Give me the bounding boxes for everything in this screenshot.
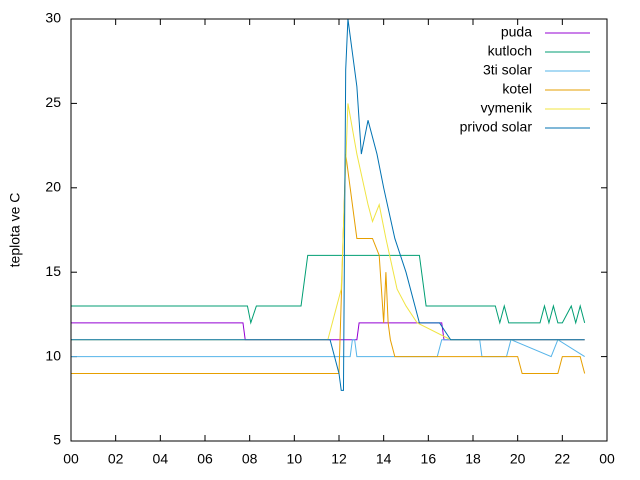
x-tick-label: 10 — [287, 451, 303, 467]
x-tick-label: 08 — [242, 451, 258, 467]
legend-label: vymenik — [481, 100, 533, 116]
y-axis-label: teplota ve C — [7, 193, 23, 268]
legend-label: puda — [501, 24, 532, 40]
x-tick-label: 12 — [331, 451, 347, 467]
series-line — [71, 153, 586, 374]
series-line — [71, 18, 585, 391]
series-line — [71, 103, 585, 341]
legend-label: kutloch — [488, 43, 532, 59]
legend-label: privod solar — [460, 119, 533, 135]
x-tick-label: 04 — [153, 451, 169, 467]
x-tick-label: 02 — [108, 451, 124, 467]
y-tick-label: 5 — [53, 432, 61, 448]
x-tick-label: 22 — [555, 451, 571, 467]
y-tick-label: 30 — [45, 10, 61, 26]
x-tick-label: 20 — [510, 451, 526, 467]
y-tick-label: 20 — [45, 179, 61, 195]
legend-label: 3ti solar — [483, 62, 532, 78]
x-tick-label: 06 — [197, 451, 213, 467]
plot-frame — [70, 18, 608, 442]
legend-label: kotel — [502, 81, 532, 97]
y-tick-label: 25 — [45, 94, 61, 110]
x-tick-label: 18 — [465, 451, 481, 467]
x-tick-label: 00 — [63, 451, 79, 467]
x-tick-label: 00 — [599, 451, 615, 467]
y-tick-label: 10 — [45, 347, 61, 363]
y-tick-label: 15 — [45, 263, 61, 279]
series-line — [71, 322, 585, 341]
series-line — [71, 254, 586, 325]
x-tick-label: 16 — [421, 451, 437, 467]
x-tick-label: 14 — [376, 451, 392, 467]
